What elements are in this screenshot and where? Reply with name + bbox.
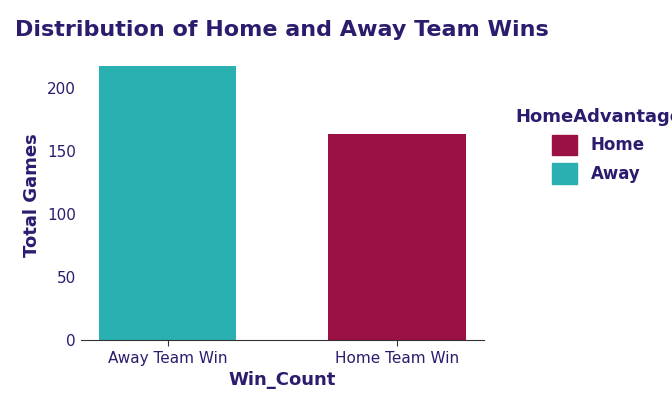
Bar xyxy=(328,134,466,340)
Legend: Home, Away: Home, Away xyxy=(508,102,672,190)
Y-axis label: Total Games: Total Games xyxy=(24,133,42,257)
X-axis label: Win_Count: Win_Count xyxy=(228,371,336,389)
Title: Distribution of Home and Away Team Wins: Distribution of Home and Away Team Wins xyxy=(15,20,549,40)
Bar xyxy=(99,66,237,340)
